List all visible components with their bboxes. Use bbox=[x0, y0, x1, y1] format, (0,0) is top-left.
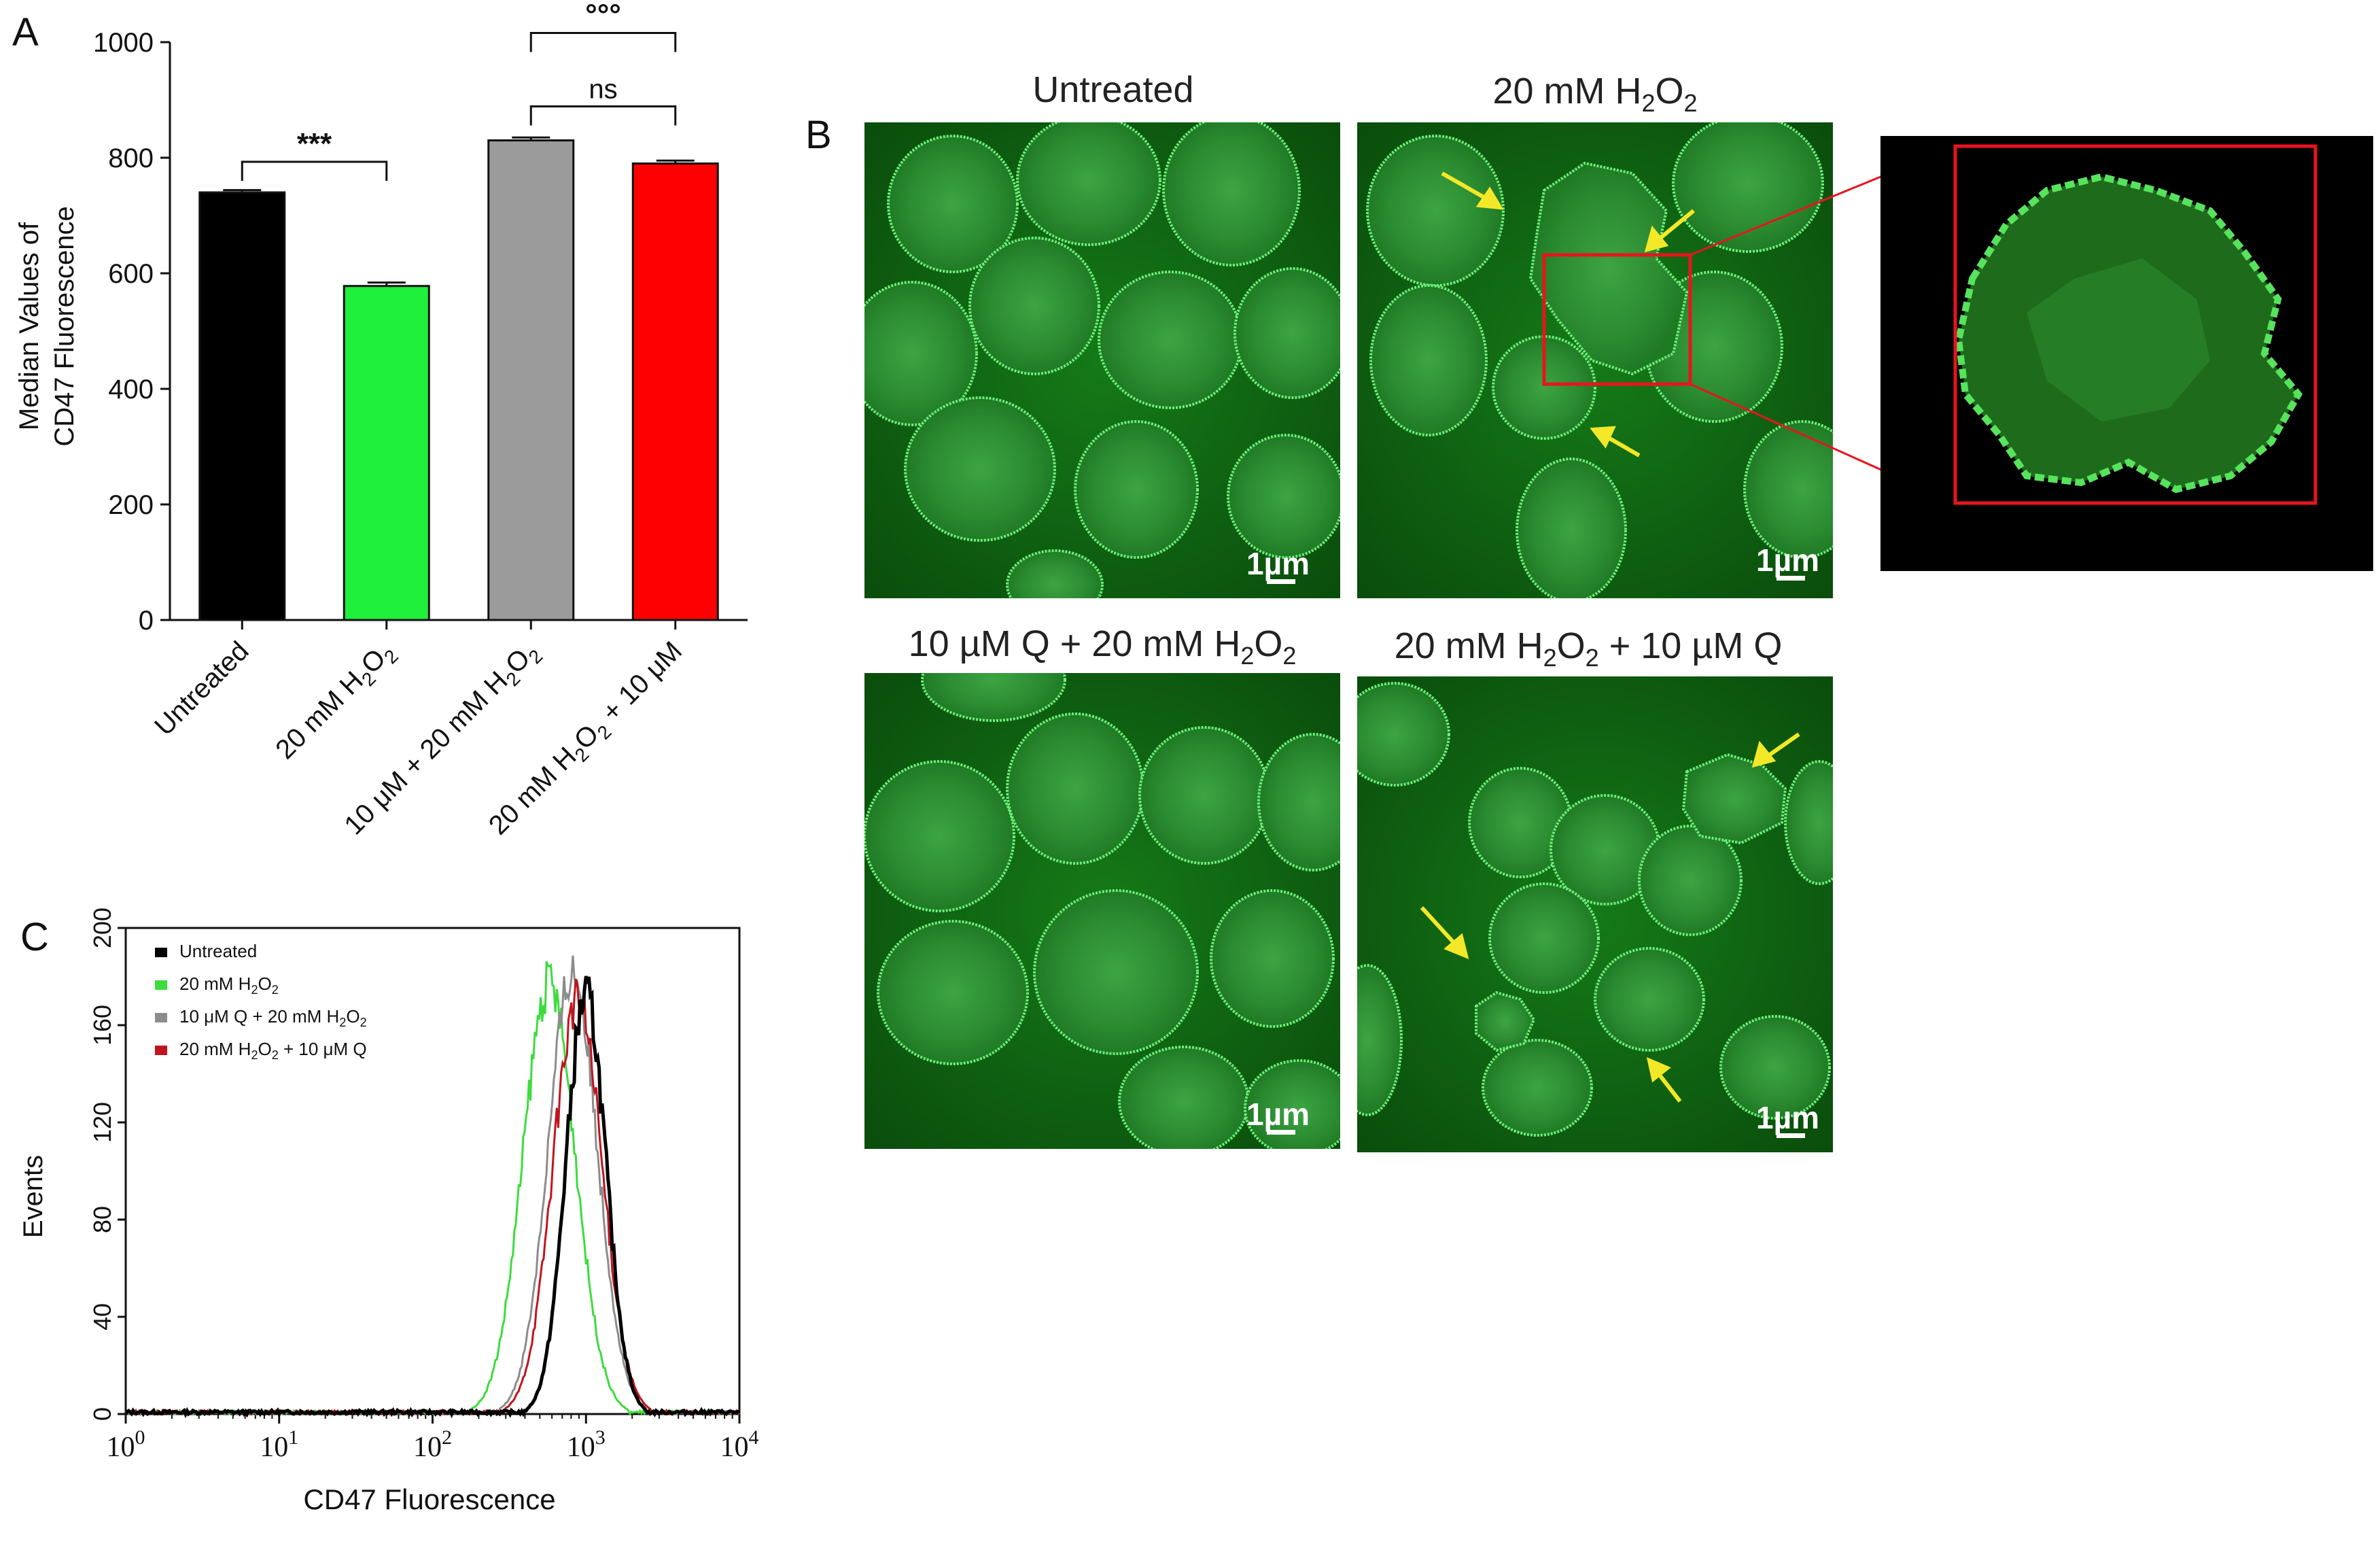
significance-bracket bbox=[529, 32, 677, 52]
y-tick-label: 400 bbox=[108, 375, 154, 404]
y-tick-label: 0 bbox=[139, 606, 154, 636]
micrograph-title-q-then-h2o2: 10 µM Q + 20 mM H2O2 bbox=[909, 623, 1297, 670]
significance-bracket bbox=[529, 105, 677, 126]
micrograph-title-h2o2-then-q: 20 mM H2O2 + 10 µM Q bbox=[1395, 625, 1783, 672]
y-axis-label: Events bbox=[18, 1155, 48, 1238]
bar bbox=[487, 139, 575, 621]
significance-bracket bbox=[241, 160, 388, 181]
micrograph-panel: Untreated 20 mM H2O2 10 µM Q + 20 mM H2O… bbox=[864, 69, 2373, 1152]
svg-text:1µm: 1µm bbox=[1756, 1100, 1819, 1135]
bar-chart: Median Values of CD47 Fluorescence 0 200 4… bbox=[14, 0, 748, 841]
legend-swatch bbox=[155, 1013, 167, 1022]
significance-label: °°° bbox=[585, 0, 621, 32]
arrow-icon-group bbox=[1441, 171, 1695, 458]
x-tick-label: 104 bbox=[720, 1426, 759, 1463]
svg-text:1µm: 1µm bbox=[1246, 546, 1310, 581]
histogram-chart: Events CD47 Fluorescence 0 40 80 120 160 200 1… bbox=[18, 908, 759, 1515]
y-tick-label: 200 bbox=[108, 490, 154, 520]
micrograph-q-then-h2o2: 1µm bbox=[864, 673, 1340, 1149]
scale-bar: 1µm bbox=[1756, 542, 1819, 581]
zoom-inset bbox=[1880, 136, 2373, 571]
y-tick-label: 40 bbox=[88, 1303, 116, 1330]
y-axis-label-line2: CD47 Fluorescence bbox=[50, 206, 80, 447]
scale-bar: 1µm bbox=[1246, 1097, 1310, 1135]
svg-text:1µm: 1µm bbox=[1756, 542, 1819, 578]
significance-label: ns bbox=[589, 75, 617, 105]
x-tick-label: 101 bbox=[260, 1426, 298, 1463]
y-axis-label-line1: Median Values of bbox=[14, 222, 44, 430]
y-tick-label: 0 bbox=[88, 1407, 116, 1421]
x-tick-label: 103 bbox=[567, 1426, 606, 1463]
svg-text:1µm: 1µm bbox=[1246, 1097, 1310, 1132]
scale-bar: 1µm bbox=[1756, 1100, 1819, 1138]
micrograph-h2o2-then-q: 1µm bbox=[1357, 676, 1833, 1152]
y-tick-label: 160 bbox=[88, 1005, 116, 1046]
y-tick-label: 1000 bbox=[93, 28, 154, 58]
histogram-series bbox=[125, 976, 740, 1419]
x-tick-label: 100 bbox=[107, 1426, 145, 1463]
panel-letter-a: A bbox=[12, 10, 39, 54]
arrow-icon-group bbox=[1420, 732, 1800, 1103]
scale-bar: 1µm bbox=[1246, 546, 1310, 584]
y-tick-label: 80 bbox=[88, 1206, 116, 1233]
y-axis-label: Median Values of CD47 Fluorescence bbox=[14, 206, 80, 447]
y-tick-label: 200 bbox=[88, 908, 116, 948]
micrograph-h2o2: 1µm bbox=[1357, 122, 1833, 598]
legend-label: 10 μM Q + 20 mM H2O2 bbox=[179, 1006, 367, 1029]
legend-label: 20 mM H2O2 bbox=[179, 974, 279, 997]
bar bbox=[631, 162, 719, 621]
panel-letter-b: B bbox=[805, 113, 832, 157]
x-axis-label: CD47 Fluorescence bbox=[303, 1483, 555, 1515]
legend-label: Untreated bbox=[179, 941, 257, 961]
plot-frame bbox=[124, 927, 741, 1415]
bar bbox=[343, 285, 430, 621]
legend-swatch bbox=[155, 948, 167, 957]
panel-letter-c: C bbox=[20, 915, 49, 959]
legend-swatch bbox=[155, 980, 167, 990]
x-tick-label: Untreated bbox=[149, 636, 254, 741]
legend-label: 20 mM H2O2 + 10 μM Q bbox=[179, 1039, 367, 1062]
legend-swatch bbox=[155, 1046, 167, 1055]
zoom-box bbox=[1542, 253, 1692, 386]
histogram-series bbox=[125, 961, 740, 1417]
x-tick-label: 102 bbox=[413, 1426, 452, 1463]
micrograph-title-h2o2: 20 mM H2O2 bbox=[1492, 71, 1697, 117]
x-tick-label: 20 mM H2O2 bbox=[270, 636, 402, 768]
micrograph-untreated: 1µm bbox=[864, 122, 1340, 598]
bar bbox=[198, 191, 286, 621]
y-tick-label: 600 bbox=[108, 259, 154, 289]
y-tick-label: 800 bbox=[108, 143, 154, 173]
micrograph-title-untreated: Untreated bbox=[1032, 69, 1193, 110]
significance-label: *** bbox=[297, 127, 332, 160]
y-tick-label: 120 bbox=[88, 1102, 116, 1143]
